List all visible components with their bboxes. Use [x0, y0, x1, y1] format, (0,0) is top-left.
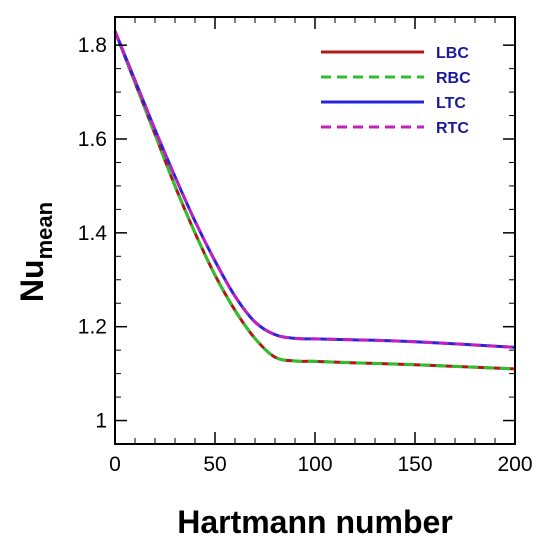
series-line-rbc	[113, 30, 516, 371]
x-tick-label: 150	[397, 453, 432, 476]
y-tick-label: 1.8	[78, 34, 107, 57]
legend-label-ltc: LTC	[436, 95, 466, 112]
x-tick-label: 100	[297, 453, 332, 476]
x-tick-label: 50	[203, 453, 226, 476]
x-axis-title: Hartmann number	[177, 504, 453, 540]
y-axis-title-sub: mean	[32, 202, 57, 259]
series-layer	[113, 30, 516, 371]
x-tick-label: 200	[497, 453, 532, 476]
y-axis-title-main: Nu	[14, 259, 50, 302]
y-tick-label: 1.2	[78, 316, 107, 339]
series-line-rtc	[113, 30, 516, 349]
legend-label-rtc: RTC	[436, 120, 469, 137]
legend: LBC RBC LTC RTC	[321, 45, 471, 137]
ticks-layer: 0 50 100 150 200 1 1.2 1.4 1.6 1.8	[78, 17, 533, 476]
y-axis-title: Numean	[14, 202, 57, 302]
y-tick-label: 1.4	[78, 222, 108, 245]
legend-label-lbc: LBC	[436, 45, 469, 62]
y-tick-label: 1	[95, 410, 107, 433]
legend-label-rbc: RBC	[436, 70, 471, 87]
y-tick-label: 1.6	[78, 128, 107, 151]
x-tick-label: 0	[109, 453, 121, 476]
